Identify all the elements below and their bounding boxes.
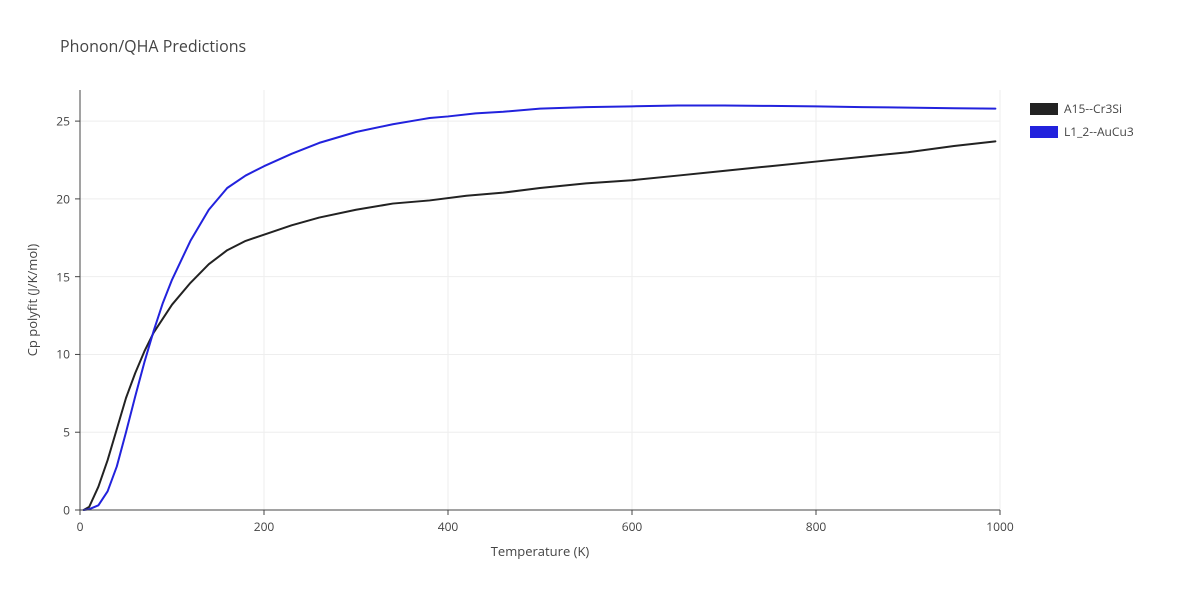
legend-item-1[interactable]: L1_2--AuCu3 (1030, 123, 1134, 140)
y-tick-label: 10 (56, 346, 70, 363)
y-tick-label: 15 (56, 268, 70, 285)
y-axis-label: Cp polyfit (J/K/mol) (23, 244, 41, 357)
x-tick-label: 1000 (986, 518, 1013, 535)
x-tick-label: 600 (622, 518, 643, 535)
legend-label-0: A15--Cr3Si (1064, 100, 1122, 117)
plot-svg[interactable] (0, 0, 1200, 600)
legend-label-1: L1_2--AuCu3 (1064, 123, 1134, 140)
y-tick-label: 20 (56, 190, 70, 207)
legend-swatch-0 (1030, 103, 1058, 115)
x-axis-label: Temperature (K) (491, 542, 590, 560)
x-tick-label: 0 (77, 518, 84, 535)
x-tick-label: 800 (806, 518, 827, 535)
y-tick-label: 5 (63, 424, 70, 441)
x-tick-label: 200 (254, 518, 275, 535)
legend: A15--Cr3Si L1_2--AuCu3 (1030, 100, 1134, 146)
legend-item-0[interactable]: A15--Cr3Si (1030, 100, 1134, 117)
legend-swatch-1 (1030, 126, 1058, 138)
series-line-1[interactable] (84, 106, 996, 510)
y-tick-label: 25 (56, 113, 70, 130)
x-tick-label: 400 (438, 518, 459, 535)
chart-container: Phonon/QHA Predictions Temperature (K) C… (0, 0, 1200, 600)
y-tick-label: 0 (63, 502, 70, 519)
